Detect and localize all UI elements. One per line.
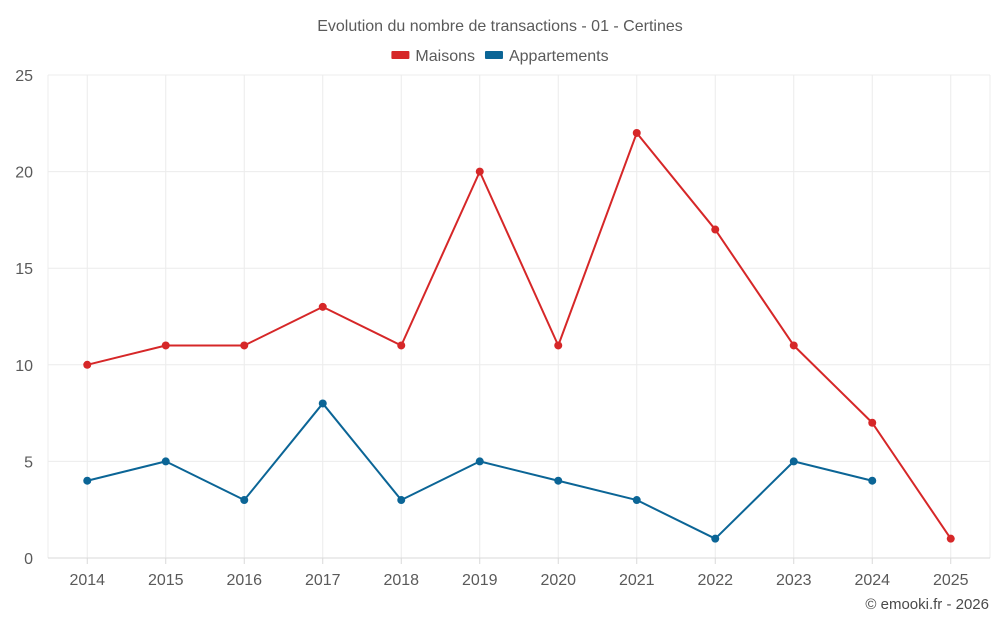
x-tick-label: 2023 [776, 572, 812, 589]
gridlines [47, 74, 991, 558]
x-axis: 2014 2015 2016 2017 2018 2019 2020 2021 2022 2023… [48, 557, 990, 589]
legend-swatch [391, 51, 410, 59]
legend: Maisons Appartements [391, 48, 609, 65]
data-point-appartements [83, 476, 92, 485]
x-tick-label: 2014 [69, 572, 105, 589]
data-point-maisons [161, 341, 170, 350]
x-tick-label: 2018 [383, 572, 419, 589]
data-point-appartements [475, 457, 484, 466]
data-point-appartements [632, 496, 641, 505]
data-point-appartements [397, 496, 406, 505]
data-point-maisons [711, 225, 720, 234]
legend-label: Appartements [509, 48, 609, 65]
x-tick-label: 2025 [933, 572, 969, 589]
data-point-maisons [946, 534, 955, 543]
data-point-appartements [711, 534, 720, 543]
data-point-appartements [161, 457, 170, 466]
y-tick-label: 0 [24, 551, 33, 568]
x-tick-label: 2017 [305, 572, 341, 589]
data-point-appartements [554, 476, 563, 485]
credit-text: © emooki.fr - 2026 [865, 596, 989, 613]
chart-title: Evolution du nombre de transactions - 01… [317, 18, 683, 35]
data-point-maisons [789, 341, 798, 350]
data-point-appartements [868, 476, 877, 485]
data-point-appartements [240, 496, 249, 505]
legend-item-appartements[interactable]: Appartements [484, 48, 609, 65]
x-tick-label: 2015 [148, 572, 184, 589]
data-point-appartements [318, 399, 327, 408]
x-tick-label: 2019 [462, 572, 498, 589]
data-point-maisons [475, 167, 484, 176]
legend-swatch [484, 51, 503, 59]
data-point-maisons [83, 360, 92, 369]
y-tick-label: 10 [15, 358, 33, 375]
legend-item-maisons[interactable]: Maisons [391, 48, 475, 65]
data-point-appartements [789, 457, 798, 466]
x-tick-label: 2024 [854, 572, 890, 589]
data-point-maisons [868, 418, 877, 427]
x-tick-label: 2020 [540, 572, 576, 589]
x-tick-label: 2022 [697, 572, 733, 589]
series-layer [83, 128, 955, 543]
series-line-maisons [87, 131, 952, 540]
y-tick-label: 20 [15, 165, 33, 182]
y-tick-label: 5 [24, 454, 33, 471]
data-point-maisons [632, 128, 641, 137]
data-point-maisons [397, 341, 406, 350]
x-tick-label: 2021 [619, 572, 655, 589]
data-point-maisons [240, 341, 249, 350]
y-tick-label: 25 [15, 68, 33, 85]
y-tick-label: 15 [15, 261, 33, 278]
data-point-maisons [554, 341, 563, 350]
data-point-maisons [318, 302, 327, 311]
y-axis: 0 5 10 15 20 25 [15, 68, 33, 568]
x-tick-label: 2016 [226, 572, 262, 589]
legend-label: Maisons [415, 48, 475, 65]
